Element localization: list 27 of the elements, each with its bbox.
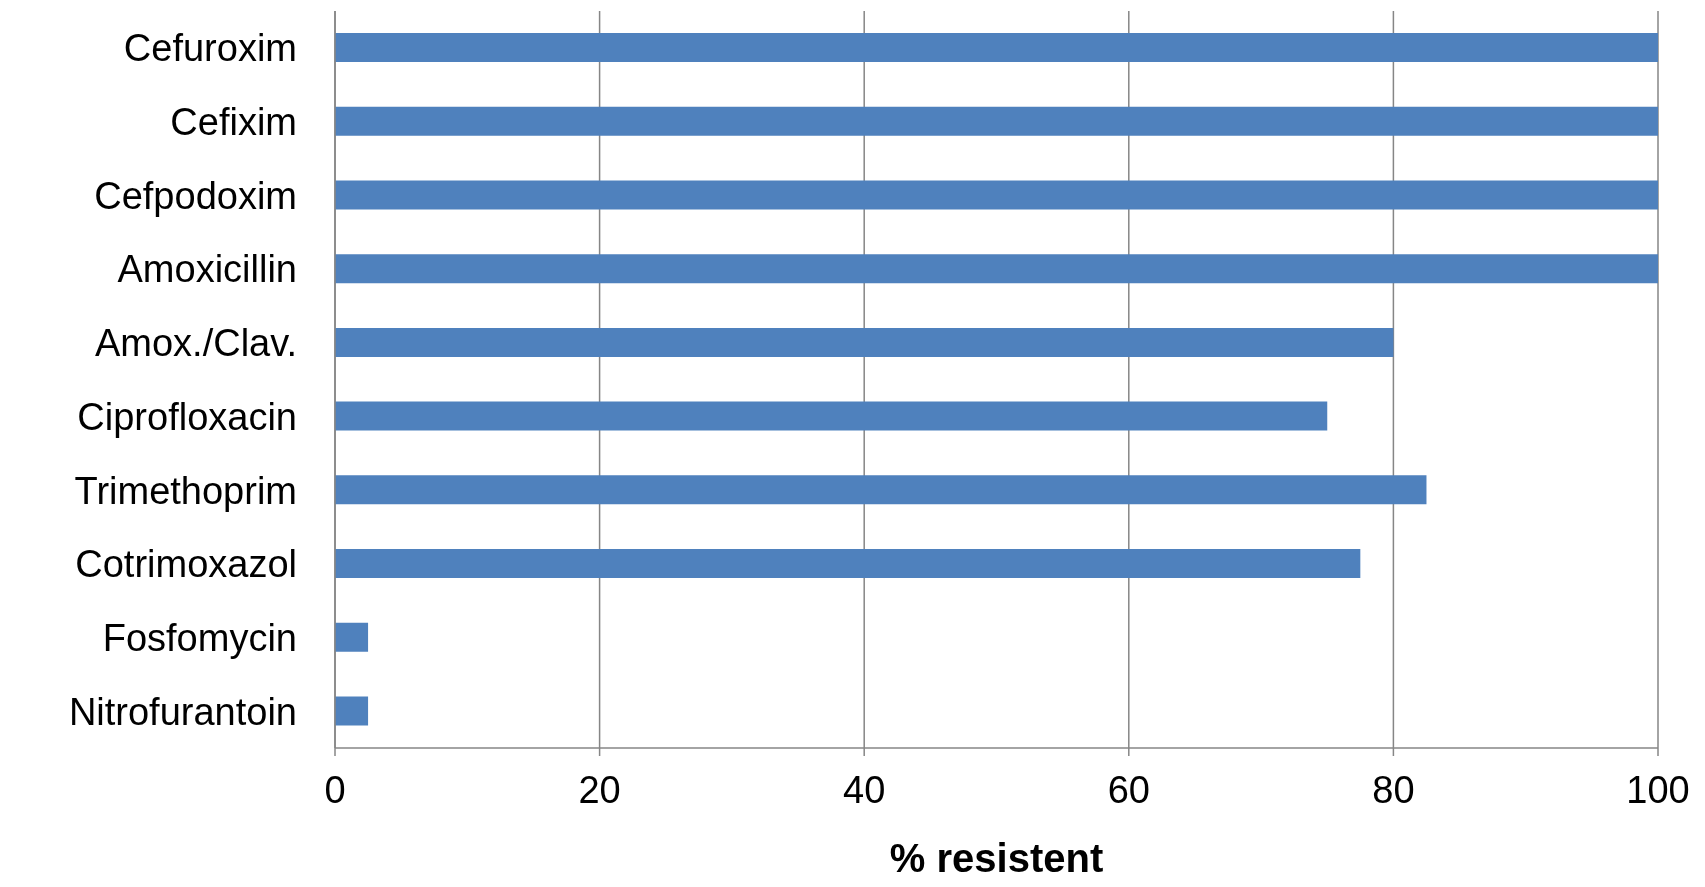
x-tick-label: 40 <box>843 768 886 811</box>
y-tick-label: Fosfomycin <box>102 616 297 659</box>
y-tick-label: Trimethoprim <box>74 469 297 512</box>
x-tick-label: 100 <box>1626 768 1690 811</box>
y-tick-label: Cotrimoxazol <box>75 543 297 586</box>
bar <box>335 254 1658 284</box>
y-tick-label: Nitrofurantoin <box>68 690 297 733</box>
x-tick-label: 80 <box>1372 768 1415 811</box>
x-tick-label: 0 <box>324 768 346 811</box>
x-axis-title: % resistent <box>889 836 1104 880</box>
y-tick-label: Amox./Clav. <box>94 322 297 365</box>
bar <box>335 180 1658 210</box>
bar <box>335 401 1328 431</box>
x-tick-label: 20 <box>578 768 621 811</box>
bar <box>335 475 1427 505</box>
y-tick-label: Amoxicillin <box>117 248 297 291</box>
bar <box>335 106 1658 136</box>
bar <box>335 549 1361 579</box>
x-tick-label: 60 <box>1107 768 1150 811</box>
bar <box>335 327 1394 357</box>
bar <box>335 33 1658 63</box>
y-tick-label: Cefuroxim <box>123 27 297 70</box>
bar <box>335 622 369 652</box>
y-tick-label: Cefpodoxim <box>94 174 297 217</box>
y-tick-label: Ciprofloxacin <box>77 395 297 438</box>
y-tick-label: Cefixim <box>170 101 297 144</box>
bar <box>335 696 369 726</box>
